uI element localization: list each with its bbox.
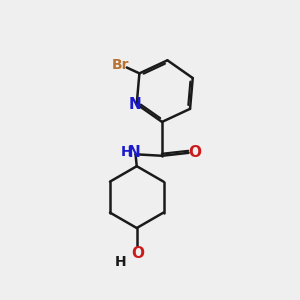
Text: N: N [129, 97, 142, 112]
Text: Br: Br [112, 58, 129, 72]
Text: N: N [128, 145, 140, 160]
Text: O: O [188, 145, 202, 160]
Text: H: H [115, 255, 126, 269]
Text: H: H [120, 145, 132, 159]
Text: O: O [131, 246, 144, 261]
